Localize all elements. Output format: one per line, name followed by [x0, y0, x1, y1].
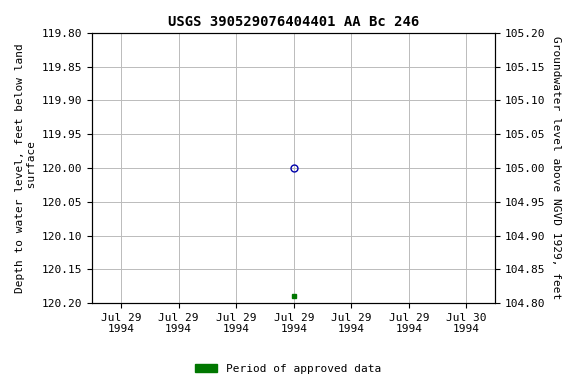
Y-axis label: Groundwater level above NGVD 1929, feet: Groundwater level above NGVD 1929, feet	[551, 36, 561, 300]
Legend: Period of approved data: Period of approved data	[191, 359, 385, 379]
Title: USGS 390529076404401 AA Bc 246: USGS 390529076404401 AA Bc 246	[168, 15, 419, 29]
Y-axis label: Depth to water level, feet below land
 surface: Depth to water level, feet below land su…	[15, 43, 37, 293]
